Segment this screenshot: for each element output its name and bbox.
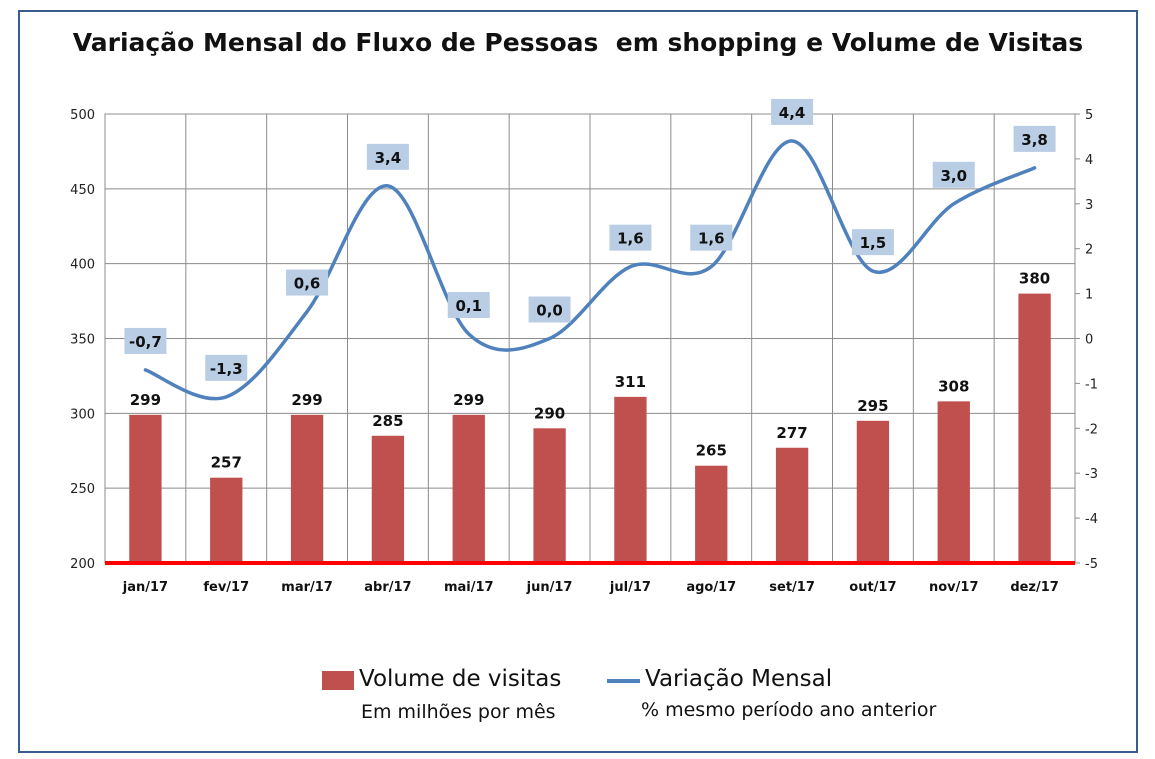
bar-value-label: 257 — [211, 454, 242, 472]
bar — [371, 435, 405, 563]
line-label-box — [205, 354, 248, 381]
line-value-label: 1,5 — [860, 234, 887, 252]
line-value-label: 3,8 — [1021, 131, 1048, 149]
x-tick-label: fev/17 — [203, 580, 249, 595]
line-label-box — [690, 224, 733, 251]
y-right-tick-label: 5 — [1085, 108, 1093, 123]
line-value-label: 0,6 — [294, 275, 321, 293]
chart-frame — [18, 10, 1138, 753]
line-value-label: 3,0 — [940, 167, 967, 185]
bar — [129, 414, 162, 563]
data-labels: 299 257 299 285 299 290 311 265 277 295 308 380 -0,7… — [124, 98, 1056, 472]
gridlines — [104, 113, 1076, 564]
legend-sublabel-bar: Em milhões por mês — [361, 701, 556, 723]
bar-value-label: 290 — [534, 404, 565, 422]
bar-series — [129, 293, 1051, 563]
bar-value-label: 299 — [130, 391, 161, 409]
x-tick-label: nov/17 — [929, 580, 979, 595]
bar-value-label: 285 — [372, 412, 403, 430]
line-label-box — [851, 229, 894, 256]
y-right-tick-label: 2 — [1085, 243, 1093, 258]
y-left-tick-label: 500 — [70, 108, 95, 123]
line-value-label: 1,6 — [698, 230, 725, 248]
bar-value-label: 295 — [857, 397, 888, 415]
variation-line — [143, 139, 1037, 401]
y-right-tick-label: -1 — [1085, 377, 1098, 392]
line-label-box — [528, 296, 571, 323]
x-tick-label: set/17 — [769, 580, 815, 595]
y-right-tick-label: 3 — [1085, 198, 1093, 213]
y-right-tick-label: -3 — [1085, 467, 1098, 482]
bar-value-label: 380 — [1019, 270, 1050, 288]
line-label-box — [771, 98, 814, 125]
line-label-box — [932, 161, 975, 188]
line-value-label: 0,0 — [536, 302, 563, 320]
bar — [452, 414, 485, 563]
x-tick-label: dez/17 — [1010, 580, 1059, 595]
line-series — [143, 139, 1037, 401]
bar — [614, 396, 647, 563]
line-value-label: -0,7 — [129, 333, 162, 351]
y-right-tick-label: 0 — [1085, 333, 1093, 348]
y-left-tick-label: 400 — [70, 258, 95, 273]
line-label-box — [366, 143, 409, 170]
legend-label-bar: Volume de visitas — [359, 666, 562, 692]
y-right-tick-label: -2 — [1085, 422, 1098, 437]
bar-value-label: 308 — [938, 377, 969, 395]
y-left-tick-label: 200 — [70, 557, 95, 572]
x-tick-label: abr/17 — [364, 580, 411, 595]
bar — [695, 465, 728, 563]
line-label-box — [609, 224, 652, 251]
bar — [1018, 293, 1051, 563]
bar — [775, 447, 809, 563]
line-value-label: 1,6 — [617, 230, 644, 248]
line-value-label: 3,4 — [375, 149, 402, 167]
bar-value-label: 277 — [776, 424, 807, 442]
axes: 200 250 300 350 400 450 500 -5 -4 -3 -2 -1 0 1 2 3 4 5 jan… — [70, 108, 1098, 595]
line-value-label: -1,3 — [210, 360, 243, 378]
line-value-label: 0,1 — [455, 297, 482, 315]
y-left-tick-label: 250 — [70, 482, 95, 497]
x-tick-label: jan/17 — [122, 580, 168, 595]
line-value-label: 4,4 — [779, 104, 806, 122]
bar-value-label: 299 — [453, 391, 484, 409]
x-tick-label: mai/17 — [444, 580, 494, 595]
x-tick-label: jun/17 — [526, 580, 573, 595]
y-right-tick-label: 4 — [1085, 153, 1093, 168]
bar — [290, 414, 324, 563]
x-tick-label: jul/17 — [609, 580, 651, 595]
legend-swatch-bar — [322, 671, 354, 690]
y-left-tick-label: 350 — [70, 333, 95, 348]
y-right-tick-label: -5 — [1085, 557, 1098, 572]
x-tick-label: out/17 — [849, 580, 896, 595]
y-right-tick-label: -4 — [1085, 512, 1098, 527]
line-label-box — [286, 269, 329, 296]
bar-value-label: 299 — [291, 391, 322, 409]
chart-title: Variação Mensal do Fluxo de Pessoas em s… — [72, 28, 1084, 57]
y-right-tick-label: 1 — [1085, 288, 1093, 303]
legend-swatch-line — [607, 679, 640, 683]
x-tick-label: mar/17 — [281, 580, 333, 595]
bar — [210, 477, 243, 563]
x-tick-label: ago/17 — [686, 580, 736, 595]
legend-sublabel-line: % mesmo período ano anterior — [641, 699, 937, 721]
bar — [533, 428, 566, 563]
bar — [856, 420, 890, 563]
bar — [937, 401, 970, 563]
line-label-box — [1013, 125, 1056, 152]
y-left-tick-label: 450 — [70, 183, 95, 198]
legend-label-line: Variação Mensal — [645, 666, 833, 692]
line-label-box — [124, 327, 167, 354]
line-label-box — [447, 292, 490, 319]
y-left-tick-label: 300 — [70, 407, 95, 422]
bar-value-label: 311 — [615, 373, 646, 391]
bar-value-label: 265 — [696, 442, 727, 460]
